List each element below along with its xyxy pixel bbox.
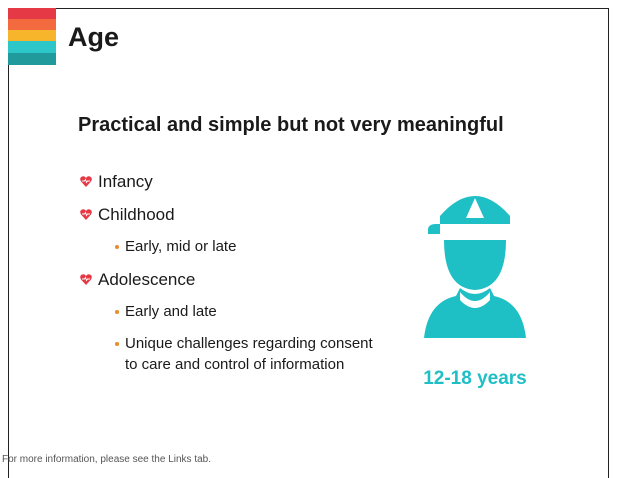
bullet-list: Infancy Childhood Early, mid or late Adoles… (80, 172, 380, 388)
footer-note: For more information, please see the Lin… (2, 454, 211, 465)
stripe (8, 8, 56, 19)
stripe (8, 19, 56, 30)
bullet-text: Infancy (98, 172, 153, 191)
subtitle: Practical and simple but not very meanin… (78, 114, 504, 136)
bullet-text: Adolescence (98, 270, 196, 289)
sub-bullet: Early and late (98, 301, 375, 322)
bullet-item: Infancy (80, 172, 380, 192)
title: Age (68, 22, 120, 52)
heart-bullet (80, 176, 92, 187)
slide: Age Practical and simple but not very me… (2, 8, 609, 478)
age-caption: 12-18 years (423, 368, 527, 389)
heart-bullet (80, 274, 92, 285)
person-icon (424, 196, 526, 338)
stripe (8, 41, 56, 53)
stripe (8, 53, 56, 65)
bullet-text: Childhood (98, 205, 175, 224)
bullet-item: Childhood Early, mid or late (80, 205, 380, 257)
slide-frame (8, 8, 609, 478)
heart-bullet (80, 209, 92, 220)
sub-bullet: Early, mid or late (98, 236, 375, 257)
sub-bullet: Unique challenges regarding consent to c… (98, 333, 375, 375)
bullet-item: Adolescence Early and late Unique challeng… (80, 270, 380, 375)
stripe (8, 30, 56, 41)
